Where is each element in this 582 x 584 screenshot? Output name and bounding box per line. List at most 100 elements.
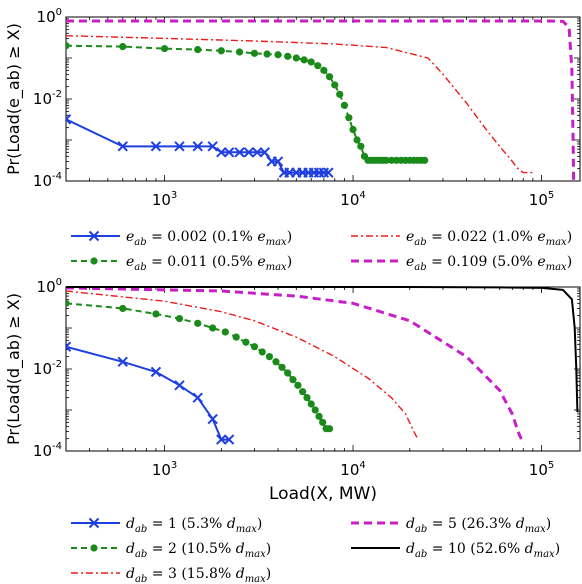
data-point: [292, 54, 300, 62]
series-line: [66, 286, 525, 445]
x-tick-label: 104: [340, 460, 365, 479]
data-point: [150, 141, 162, 152]
series-line: [66, 286, 579, 412]
data-point: [217, 47, 225, 55]
bottom-legend: dab = 1 (5.3% dmax) dab = 5 (26.3% dmax) d…: [71, 516, 560, 584]
data-point: [207, 413, 218, 425]
data-point: [345, 114, 353, 122]
data-point: [207, 141, 218, 152]
data-point: [357, 142, 365, 150]
legend-label: dab = 2 (10.5% dmax): [126, 541, 271, 560]
data-point: [234, 147, 245, 158]
legend-label: dab = 5 (26.3% dmax): [406, 516, 551, 535]
data-point: [259, 147, 270, 158]
data-point: [387, 156, 396, 164]
legend-entry: dab = 1 (5.3% dmax): [71, 516, 262, 535]
data-point: [303, 394, 311, 402]
data-point: [318, 167, 330, 178]
data-point: [250, 343, 259, 351]
data-point: [209, 324, 217, 332]
data-point: [274, 51, 282, 59]
data-point: [315, 412, 323, 420]
data-point: [235, 48, 244, 56]
data-point: [278, 363, 286, 371]
data-point: [174, 141, 185, 152]
data-point: [272, 358, 280, 366]
data-point: [221, 328, 229, 336]
data-point: [66, 114, 72, 125]
legend-label: eab = 0.002 (0.1% emax): [126, 229, 292, 248]
x-tick-label: 105: [529, 460, 554, 479]
data-point: [66, 299, 70, 307]
data-point: [194, 319, 202, 327]
x-tick-label: 103: [152, 190, 177, 209]
data-point: [284, 52, 292, 60]
legend-entry: dab = 3 (15.8% dmax): [71, 566, 271, 584]
y-tick-label: 10-4: [33, 171, 62, 190]
series-line: [66, 290, 419, 440]
y-tick-label: 10-4: [33, 441, 62, 460]
data-point: [250, 49, 259, 57]
data-point: [289, 376, 297, 384]
data-point: [117, 356, 128, 367]
data-point: [320, 66, 328, 74]
top-panel: 103 104 105 100 10-2 10-4 Pr(Load(e_ab) ≥ X): [4, 7, 581, 209]
bottom-panel: 103 104 105 100 10-2 10-4 Pr(Load(d_ab) ≥ X) Lo…: [4, 277, 581, 504]
data-point: [119, 42, 127, 51]
series-0: [66, 341, 235, 445]
series-3: [66, 19, 576, 182]
data-point: [299, 388, 307, 396]
legend-label: dab = 1 (5.3% dmax): [126, 516, 262, 535]
data-point: [336, 90, 344, 98]
legend-label: eab = 0.109 (5.0% emax): [406, 254, 572, 273]
data-point: [382, 156, 390, 164]
data-point: [331, 81, 339, 89]
data-point: [192, 141, 203, 152]
series-line: [66, 19, 576, 182]
data-point: [325, 73, 334, 81]
data-point: [150, 366, 162, 378]
data-point: [314, 62, 322, 70]
data-point: [307, 58, 315, 66]
x-tick-label: 104: [340, 190, 365, 209]
data-point: [192, 392, 203, 403]
data-point: [175, 314, 184, 323]
data-point: [160, 44, 169, 53]
legend-entry: eab = 0.022 (1.0% emax): [351, 229, 572, 248]
data-point: [232, 333, 240, 341]
y-tick-label: 100: [37, 277, 62, 296]
data-point: [258, 348, 266, 356]
data-point: [242, 338, 250, 346]
data-point: [340, 101, 349, 109]
legend-entry: eab = 0.002 (0.1% emax): [71, 229, 292, 248]
legend-entry: dab = 5 (26.3% dmax): [351, 516, 551, 535]
y-tick-label: 100: [37, 7, 62, 26]
data-point: [263, 50, 271, 58]
data-point: [251, 147, 263, 158]
data-point: [216, 434, 227, 445]
data-point: [119, 304, 127, 313]
plot-frame: [65, 16, 581, 182]
data-point: [216, 147, 227, 158]
y-tick-label: 10-2: [33, 89, 62, 108]
series-1: [66, 42, 429, 164]
data-point: [323, 167, 334, 178]
series-2: [66, 290, 419, 440]
series-2: [66, 35, 533, 174]
legend-entry: eab = 0.109 (5.0% emax): [351, 254, 572, 273]
legend-entry: eab = 0.011 (0.5% emax): [71, 254, 292, 273]
legend-label: eab = 0.022 (1.0% emax): [406, 229, 572, 248]
x-tick-label: 103: [152, 460, 177, 479]
data-point: [284, 369, 292, 377]
data-point: [311, 406, 319, 414]
series-line: [66, 35, 533, 174]
data-point: [319, 418, 327, 426]
data-point: [325, 425, 334, 433]
data-point: [307, 400, 315, 408]
series-4: [66, 286, 579, 412]
data-point: [223, 147, 235, 158]
series-3: [66, 286, 525, 445]
data-point: [117, 141, 128, 152]
data-point: [272, 156, 284, 167]
